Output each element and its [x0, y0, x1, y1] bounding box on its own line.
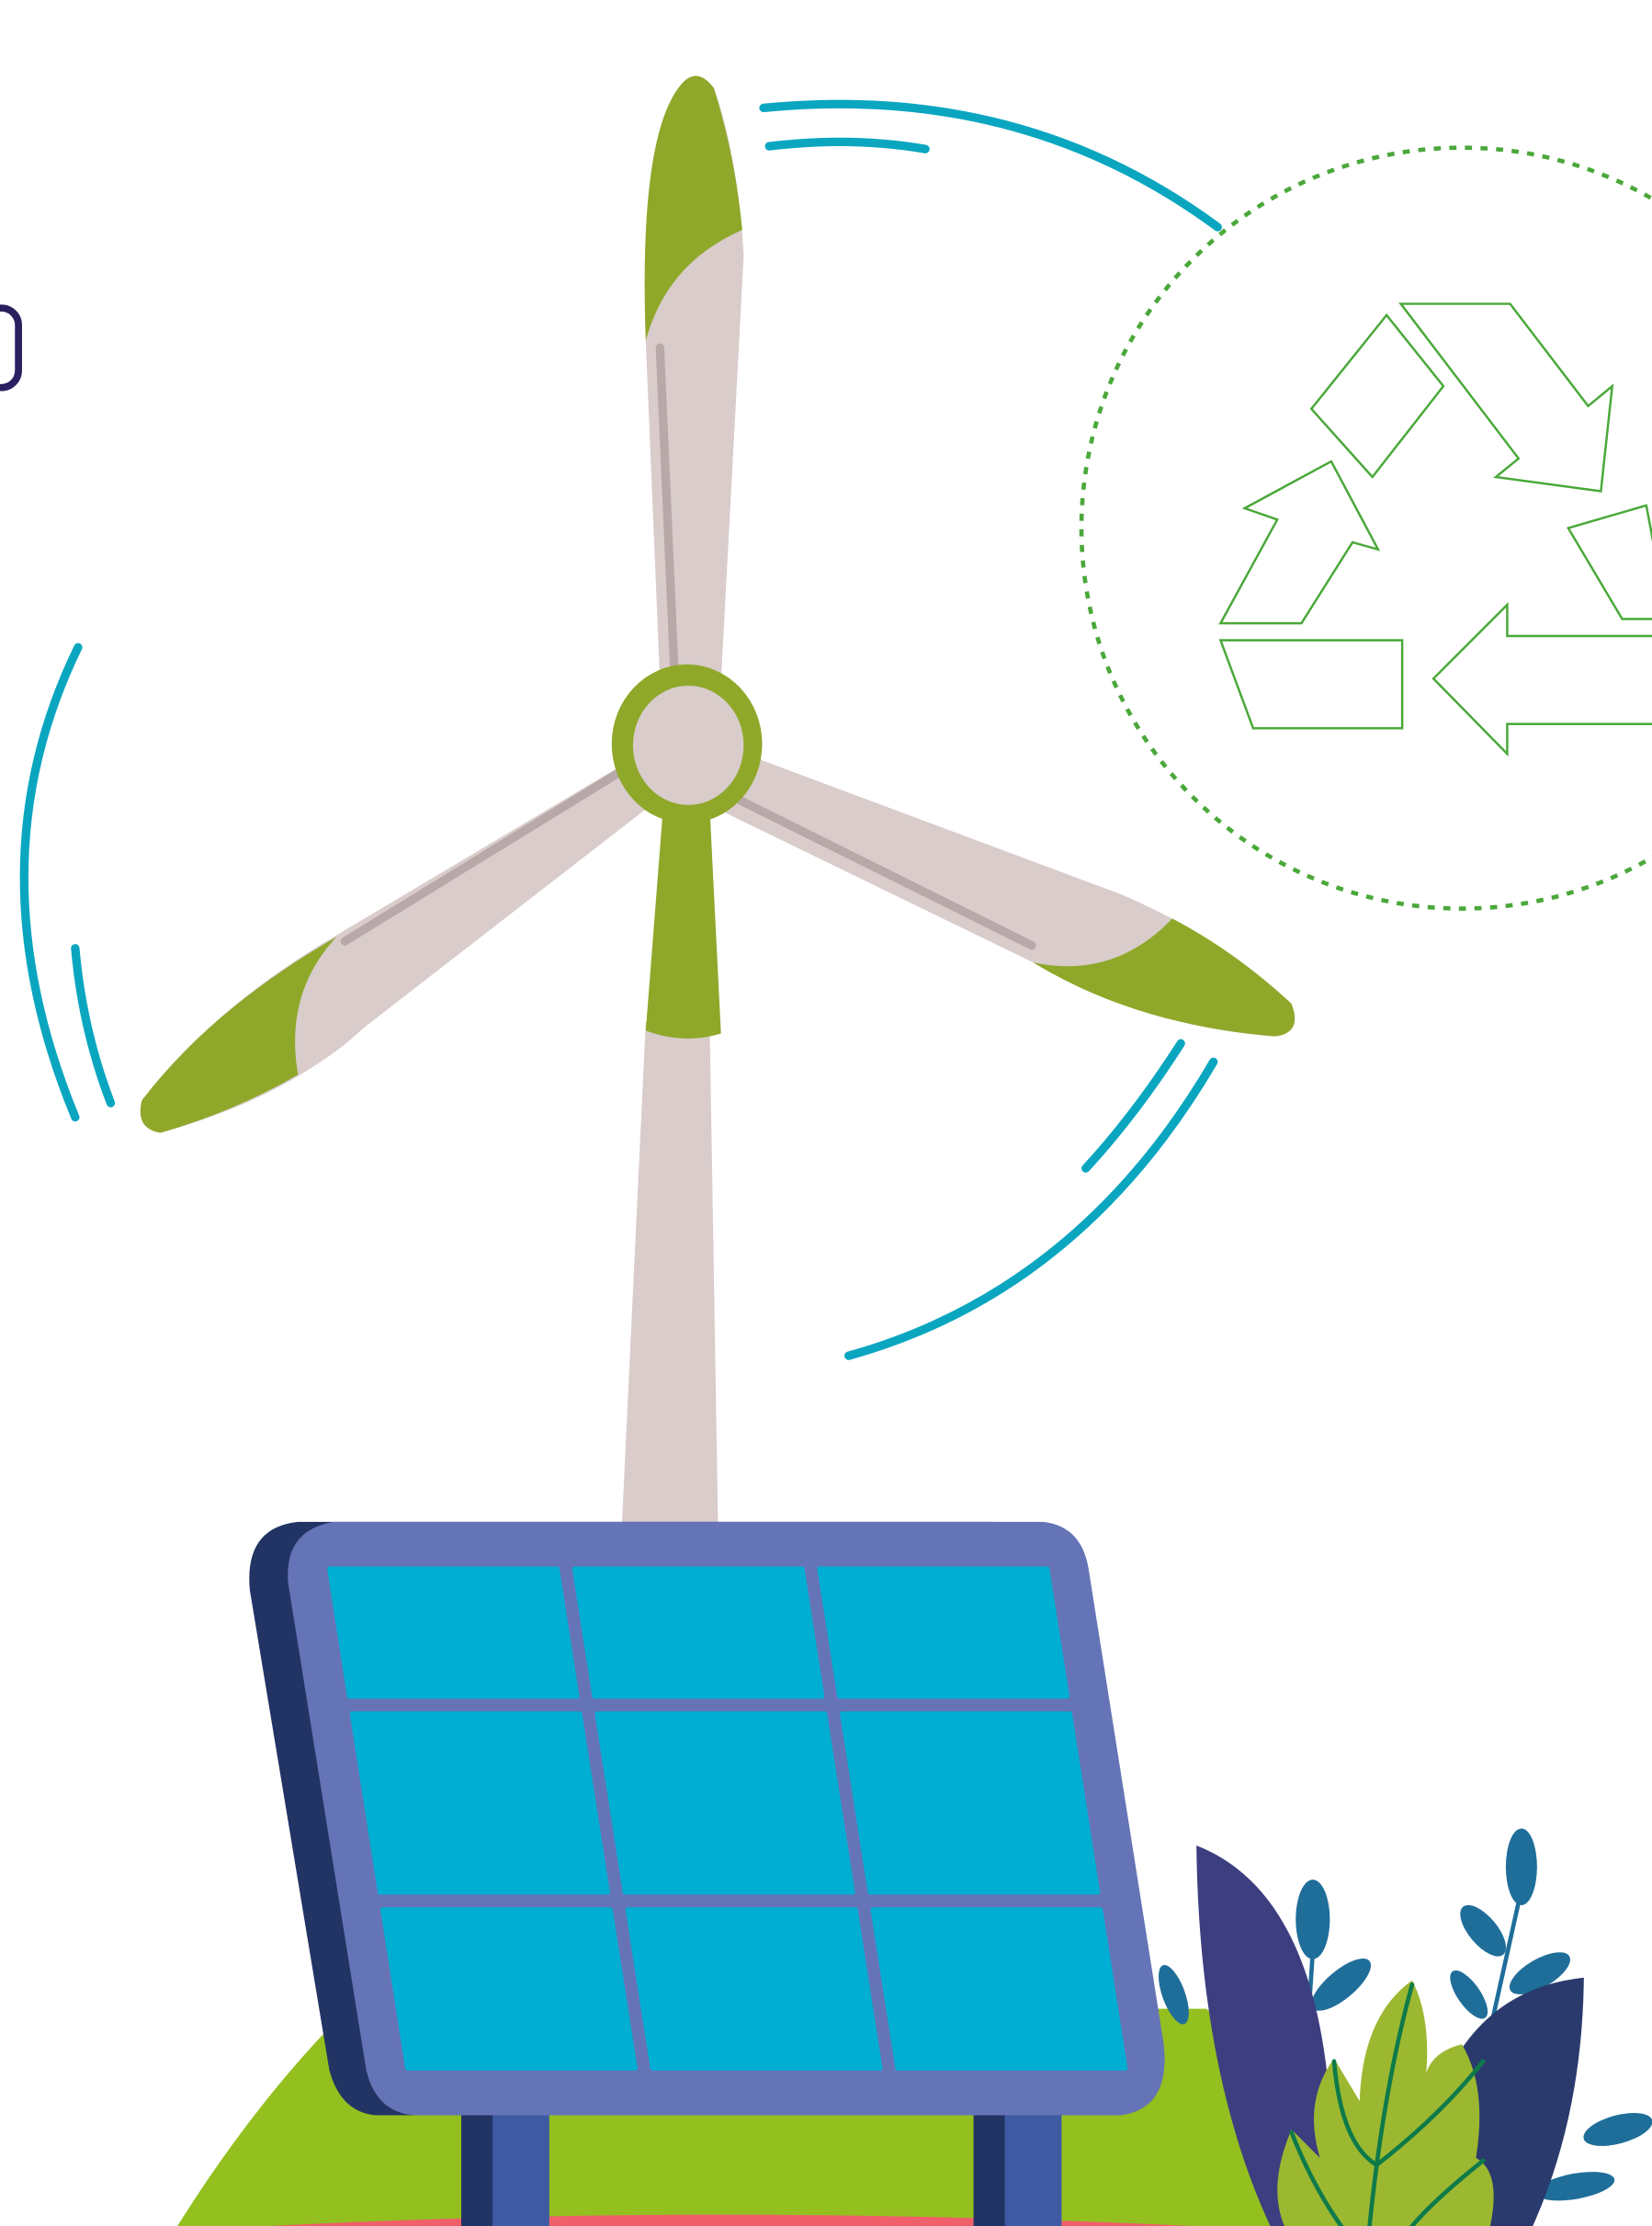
solar-cell — [870, 1907, 1128, 2071]
solar-cell — [817, 1566, 1070, 1699]
panel-leg-shade — [973, 2101, 1005, 2226]
blade-line — [340, 769, 622, 946]
solar-cell — [327, 1566, 580, 1699]
motion-arc — [764, 137, 930, 153]
recycle-symbol — [1218, 302, 1652, 757]
solar-cell — [840, 1711, 1101, 1895]
blade-line — [655, 343, 679, 672]
motion-arc — [19, 642, 83, 1122]
leaf-vein — [1331, 2059, 1486, 2168]
recycle-part — [1309, 312, 1445, 479]
recycle-part — [1218, 460, 1381, 625]
blade-line — [733, 795, 1036, 950]
turbine-tower — [621, 1022, 719, 1531]
motion-arc — [759, 99, 1222, 232]
recycle-part — [1566, 504, 1652, 620]
recycle-part — [1431, 602, 1652, 757]
leaf — [1159, 1965, 1189, 2025]
dotted-circle — [1079, 145, 1652, 911]
leaf — [1509, 1952, 1570, 1994]
blade-tip — [1033, 918, 1296, 1037]
solar-cell — [594, 1711, 855, 1895]
motion-arc — [71, 944, 116, 1107]
panel-cells — [327, 1566, 1128, 2071]
leaf — [1505, 1828, 1537, 1905]
leaf — [1296, 1880, 1330, 1959]
blade-tip — [644, 75, 742, 341]
solar-cell — [379, 1907, 638, 2071]
solar-cell — [571, 1566, 825, 1699]
solar-cell — [625, 1907, 883, 2071]
sprigs — [1159, 1828, 1652, 2201]
leaf — [1450, 1970, 1488, 2019]
turbine-hub-center — [632, 686, 744, 805]
leaf-vein — [1367, 1982, 1415, 2226]
leaf — [1311, 1959, 1372, 2011]
turbine-neck — [645, 806, 721, 1039]
leaf-vein — [1289, 2129, 1486, 2226]
motion-arc — [1081, 1039, 1185, 1173]
plant-leaf — [1196, 1846, 1329, 2226]
leaf — [1460, 1904, 1507, 1957]
leaf — [1583, 2113, 1652, 2146]
edge-glyph — [0, 304, 22, 392]
panel-leg-shade — [461, 2101, 493, 2226]
leaf — [1535, 2172, 1615, 2201]
motion-arc — [844, 1057, 1218, 1360]
recycle-part — [1218, 639, 1404, 730]
solar-cell — [349, 1711, 610, 1895]
recycle-part — [1398, 302, 1614, 493]
blade-tip — [140, 937, 337, 1133]
